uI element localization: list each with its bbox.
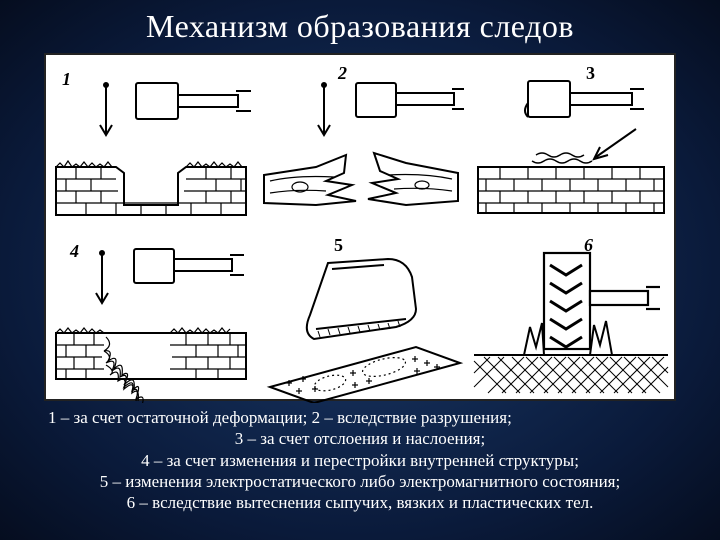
- caption-line-2: 3 – за счет отслоения и наслоения;: [40, 428, 680, 449]
- panel-5: 5: [256, 229, 466, 403]
- caption-block: 1 – за счет остаточной деформации; 2 – в…: [30, 407, 690, 513]
- panel-4-number: 4: [69, 241, 79, 261]
- caption-line-1: 1 – за счет остаточной деформации; 2 – в…: [40, 407, 680, 428]
- figure-panel: 1: [44, 53, 676, 401]
- panel-2: 2: [256, 55, 466, 229]
- slide-title: Механизм образования следов: [30, 8, 690, 45]
- caption-line-4: 5 – изменения электростатического либо э…: [40, 471, 680, 492]
- panel-2-number: 2: [337, 63, 347, 83]
- panel-6: 6: [466, 229, 676, 403]
- panel-3-number: 3: [586, 63, 595, 83]
- panel-1-number: 1: [62, 69, 71, 89]
- caption-line-3: 4 – за счет изменения и перестройки внут…: [40, 450, 680, 471]
- panel-5-number: 5: [334, 235, 343, 255]
- caption-line-5: 6 – вследствие вытеснения сыпучих, вязки…: [40, 492, 680, 513]
- slide-root: Механизм образования следов 1: [0, 0, 720, 540]
- panel-3: 3: [466, 55, 676, 229]
- panel-4: 4: [46, 229, 256, 403]
- panel-1: 1: [46, 55, 256, 229]
